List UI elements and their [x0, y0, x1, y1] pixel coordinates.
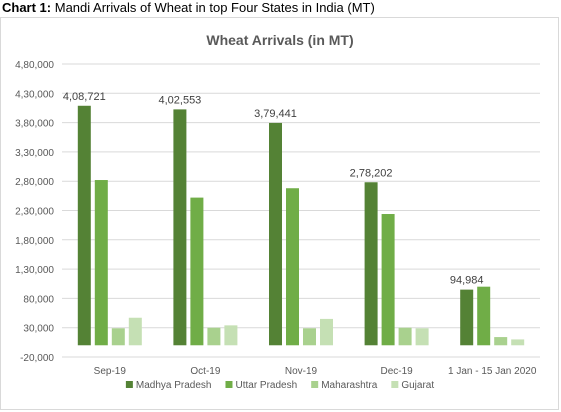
- y-tick-label: 2,80,000: [15, 177, 54, 188]
- y-tick-label: 30,000: [23, 324, 54, 335]
- legend-swatch: [311, 381, 319, 388]
- bar: [460, 289, 474, 346]
- legend-label: Gujarat: [401, 380, 434, 391]
- y-tick-label: 2,30,000: [15, 207, 54, 218]
- x-tick-label: Nov-19: [285, 366, 318, 377]
- x-axis-tick-labels: Sep-19 Oct-19 Nov-19 Dec-19 1 Jan - 15 Jan 2…: [94, 366, 537, 377]
- y-tick-label: 4,30,000: [15, 89, 54, 100]
- bar: [494, 337, 508, 346]
- legend-item: Gujarat: [391, 380, 434, 391]
- y-tick-label: 1,30,000: [15, 265, 54, 276]
- legend-label: Madhya Pradesh: [136, 380, 212, 391]
- legend-item: Maharashtra: [311, 380, 378, 391]
- data-labels: 4,08,721 4,02,553 3,79,441 2,78,202 94,984: [63, 91, 484, 287]
- data-label: 3,79,441: [254, 108, 297, 120]
- legend-swatch: [391, 381, 399, 388]
- data-label: 94,984: [450, 275, 484, 287]
- bar: [511, 339, 525, 346]
- y-tick-label: 80,000: [23, 294, 54, 305]
- legend-item: Uttar Pradesh: [225, 380, 297, 391]
- legend-item: Madhya Pradesh: [125, 380, 212, 391]
- x-tick-label: Oct-19: [190, 366, 220, 377]
- bar: [286, 188, 299, 346]
- bar: [415, 328, 429, 346]
- bar: [320, 318, 333, 346]
- y-tick-label: 1,80,000: [15, 236, 54, 247]
- bar: [173, 109, 187, 346]
- chart-caption: Chart 1: Mandi Arrivals of Wheat in top …: [2, 0, 375, 15]
- bar: [364, 182, 378, 346]
- legend-label: Uttar Pradesh: [235, 380, 297, 391]
- bar: [398, 327, 412, 346]
- legend-label: Maharashtra: [321, 380, 378, 391]
- bar: [207, 327, 221, 346]
- bar: [477, 286, 491, 346]
- x-tick-label: Sep-19: [94, 366, 127, 377]
- legend-swatch: [125, 381, 133, 388]
- bar: [190, 197, 204, 346]
- data-label: 4,02,553: [158, 94, 201, 106]
- bar: [224, 325, 238, 346]
- bar: [303, 328, 316, 346]
- legend-swatch: [225, 381, 233, 388]
- data-label: 2,78,202: [350, 167, 393, 179]
- x-tick-label: Dec-19: [380, 366, 413, 377]
- bar: [381, 214, 395, 346]
- caption-text: Mandi Arrivals of Wheat in top Four Stat…: [54, 0, 375, 15]
- bar: [111, 328, 125, 346]
- legend: Madhya Pradesh Uttar Pradesh Maharashtra Gu…: [125, 380, 434, 391]
- bar: [128, 317, 142, 346]
- data-label: 4,08,721: [63, 91, 106, 103]
- y-tick-label: 3,80,000: [15, 119, 54, 130]
- bar: [94, 180, 108, 346]
- gridlines: [62, 63, 540, 358]
- bars: [77, 105, 525, 346]
- caption-prefix: Chart 1:: [2, 0, 52, 15]
- bar: [269, 122, 282, 346]
- y-tick-label: 3,30,000: [15, 148, 54, 159]
- bar: [77, 105, 91, 346]
- x-tick-label: 1 Jan - 15 Jan 2020: [448, 366, 537, 377]
- y-tick-label: 4,80,000: [15, 60, 54, 71]
- y-axis-tick-labels: -20,000 30,000 80,000 1,30,000 1,80,000 2,30,…: [15, 60, 54, 364]
- chart-title: Wheat Arrivals (in MT): [206, 32, 353, 48]
- chart-frame: [0, 17, 559, 410]
- y-tick-label: -20,000: [20, 353, 54, 364]
